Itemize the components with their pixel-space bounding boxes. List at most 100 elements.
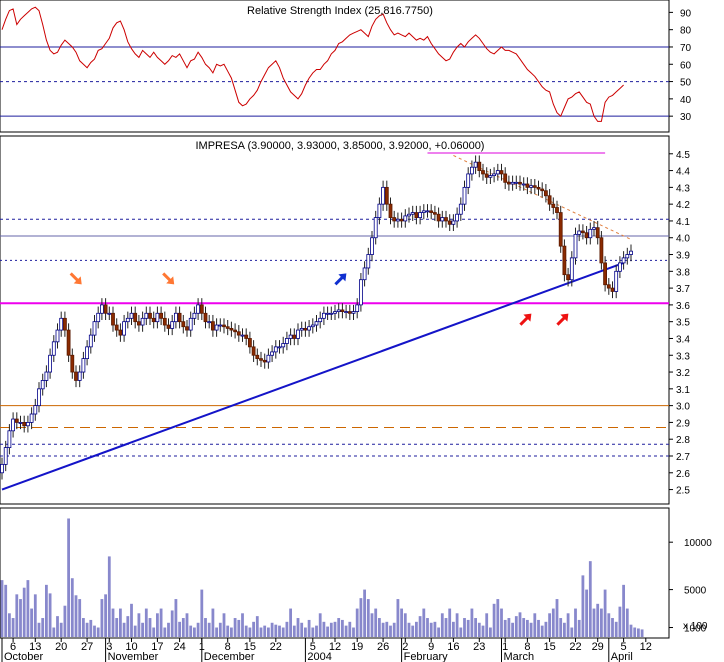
candle-body [410,212,415,215]
volume-bar [167,622,170,637]
candle-body [55,329,60,343]
volume-bar [407,622,411,637]
candle-body [462,186,467,205]
volume-bar [585,589,588,637]
volume-bar [603,589,607,637]
candle-body [44,371,49,381]
candle-body [440,217,445,222]
candle-body [355,304,360,313]
volume-bar [300,622,304,637]
volume-bar [503,619,507,637]
volume-bar [418,616,422,637]
price-tick-label: 4.5 [676,150,690,161]
annotation-arrowhead [560,313,569,322]
candle-body [610,287,615,292]
volume-bar [78,599,82,637]
price-tick-label: 2.7 [676,452,690,463]
volume-scale-note: x 100 [683,621,708,632]
volume-bar [607,613,611,637]
candle-body [103,304,108,314]
candle-body [614,270,619,292]
candle-body [555,207,559,213]
volume-bar [237,619,241,637]
price-tick-label: 3.4 [676,334,690,345]
x-axis: 6132027310172418152251219262916231815222… [1,638,652,662]
volume-bar [233,618,237,637]
volume-bar [30,608,33,637]
annotation-arrowhead [166,276,175,285]
candle-body [336,309,341,313]
volume-bar [574,608,577,637]
candle-body [577,230,582,235]
volume-bar [263,625,267,637]
volume-bar [518,612,522,637]
volume-bar [444,618,448,637]
volume-bar [448,608,452,637]
price-tick-label: 3.1 [676,385,690,396]
candle-body [544,190,548,197]
volume-bar [570,627,574,637]
candle-body [259,358,263,361]
candle-body [562,245,567,276]
candle-body [358,279,363,306]
candle-body [629,250,633,255]
candle-body [18,422,23,424]
candle-body [192,312,197,319]
candle-body [569,257,574,281]
candle-body [199,304,204,314]
volume-bar [296,618,300,637]
volume-bar [537,619,540,637]
candle-body [107,312,112,315]
volume-bar [429,622,433,637]
volume-bar [226,625,230,637]
volume-bar [82,618,85,637]
x-day-label: 20 [55,641,67,653]
volume-bar [533,613,537,637]
candle-body [118,329,123,336]
volume-bar [174,599,178,637]
candle-body [129,312,134,319]
candle-body [266,354,271,363]
volume-bar [492,603,496,637]
volume-bar [618,606,622,637]
volume-bar [211,608,215,637]
candle-body [503,173,508,183]
price-tick-label: 4.0 [676,234,690,245]
rsi-tick-label: 30 [680,112,692,123]
volume-bar [389,625,392,637]
candle-body [159,312,164,319]
candle-body [185,326,189,331]
candle-body [588,228,593,239]
candle-body [277,346,282,349]
volume-bar [559,618,563,637]
volume-bar [115,618,119,637]
candle-body [166,324,171,329]
candle-body [270,351,275,356]
volume-bar [74,595,78,637]
candle-body [25,422,30,427]
x-day-label: 3 [106,641,112,653]
volume-bar [248,627,252,637]
volume-bar [156,613,159,637]
candle-body [321,312,326,319]
volume-bar [26,580,30,637]
candle-body [606,284,611,289]
candle-body [521,183,526,186]
candle-body [536,186,541,190]
volume-bar [625,608,629,637]
candle-body [100,304,104,314]
volume-bar [159,608,163,637]
candle-body [140,317,145,326]
candle-body [151,317,156,323]
rsi-line [1,6,624,122]
candle-body [214,324,219,331]
x-month-label: October [4,651,43,662]
volume-bar [526,619,529,637]
x-day-label: 5 [310,641,316,653]
candle-body [447,220,452,225]
candle-body [59,317,64,331]
volume-bar [37,622,41,637]
volume-bar [385,621,389,637]
candle-body [403,215,408,222]
